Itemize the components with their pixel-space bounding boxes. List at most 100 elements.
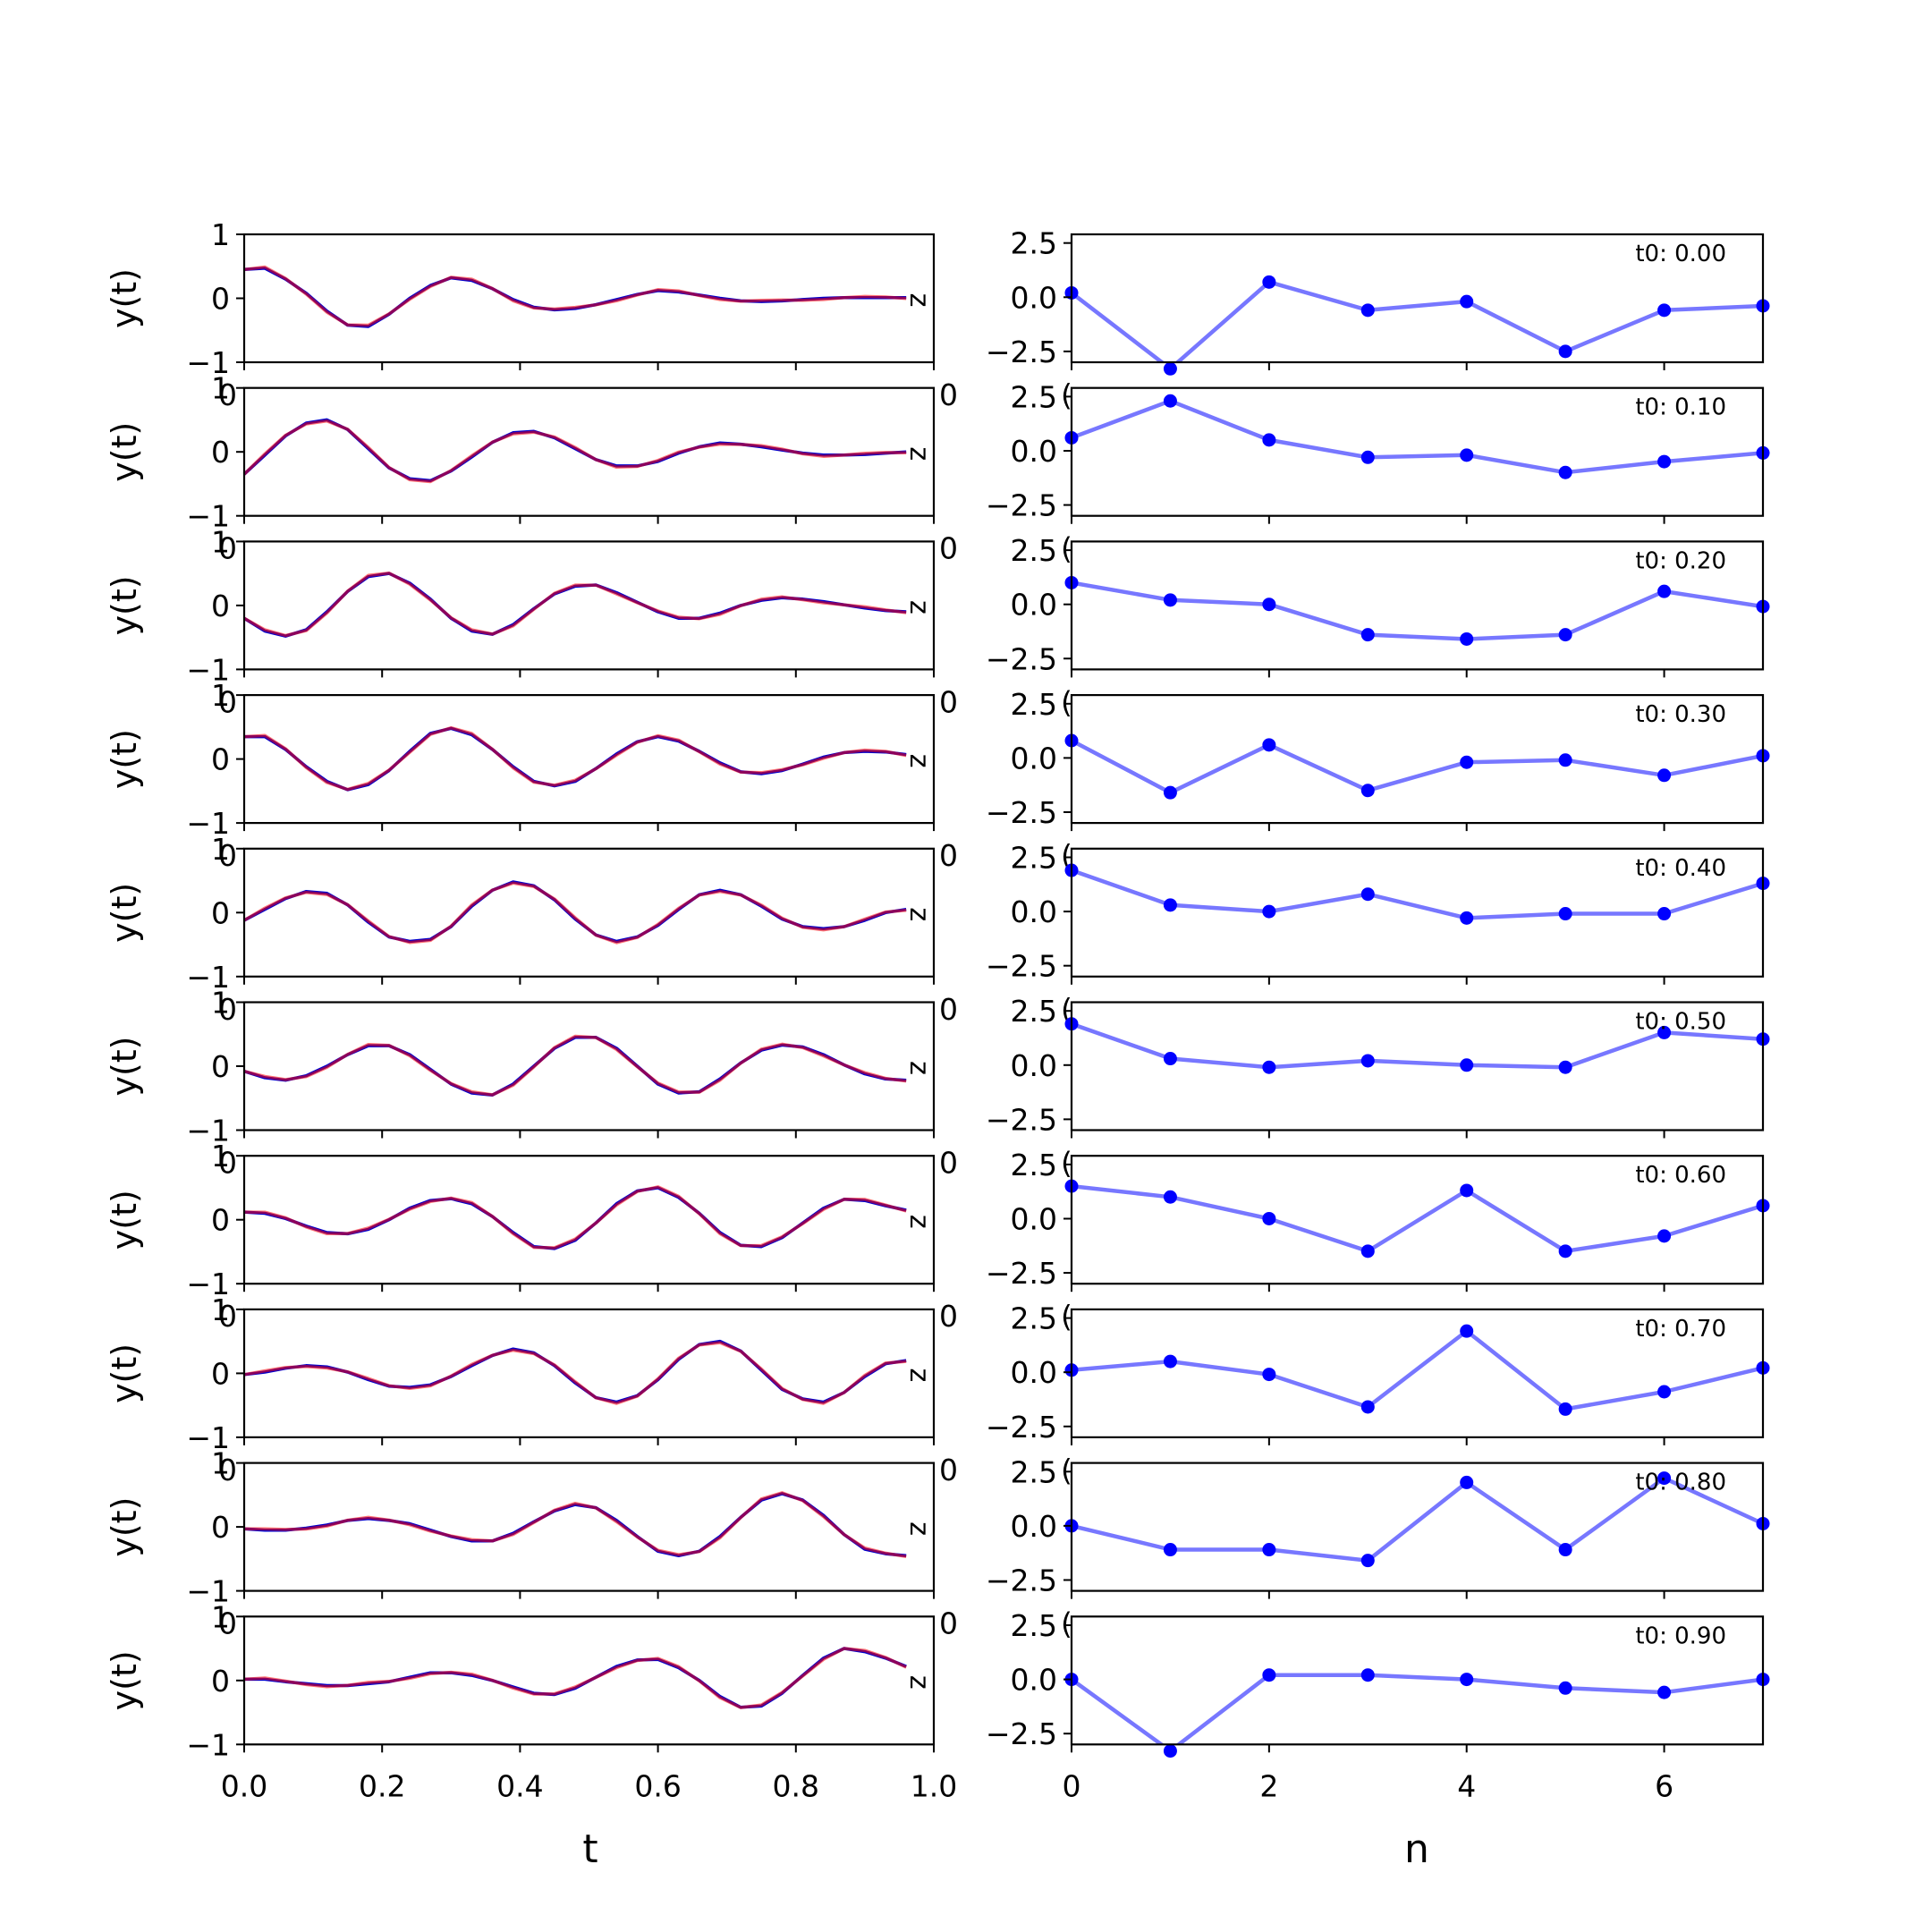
y-tick-label: −1 xyxy=(186,499,230,534)
series-line xyxy=(1072,1328,1763,1411)
overlap-tick-fragment: 0 xyxy=(939,1453,958,1487)
data-point xyxy=(1262,1211,1276,1225)
data-point xyxy=(1657,1025,1672,1039)
y-tick-label: 2.5 xyxy=(1011,1608,1057,1643)
data-point xyxy=(1360,784,1375,798)
panel-annotation: t0: 0.50 xyxy=(1635,1009,1726,1036)
y-tick-label: −1 xyxy=(186,1727,230,1762)
data-point xyxy=(1460,1673,1474,1687)
data-point xyxy=(1262,904,1276,919)
series-line xyxy=(1072,739,1763,795)
series-line-blue xyxy=(243,1036,907,1097)
y-axis-label: y(t) xyxy=(105,1343,144,1403)
series-line-red xyxy=(243,1491,907,1559)
series-line-red xyxy=(243,1341,907,1405)
y-tick-label: 2.5 xyxy=(1011,994,1057,1029)
panel-frame xyxy=(1070,1462,1765,1592)
data-point xyxy=(1163,593,1177,607)
data-point xyxy=(1558,628,1572,642)
y-tick-label: 0 xyxy=(211,435,230,470)
series-line xyxy=(1072,398,1763,475)
y-tick-label: 2.5 xyxy=(1011,1301,1057,1336)
y-axis-label: y(t) xyxy=(105,1190,144,1250)
y-axis-label: y(t) xyxy=(105,1036,144,1096)
data-point xyxy=(1460,631,1474,646)
panel-annotation: t0: 0.70 xyxy=(1635,1316,1726,1343)
y-tick-label: 0 xyxy=(211,282,230,317)
data-point xyxy=(1460,1475,1474,1489)
overlap-tick-fragment: 0 xyxy=(218,992,237,1027)
data-point xyxy=(1558,344,1572,359)
y-tick-label: 0 xyxy=(211,1510,230,1545)
series-line xyxy=(1072,1476,1763,1563)
panel-frame xyxy=(1070,1155,1765,1285)
overlap-label-fragment: z xyxy=(903,907,935,921)
right-panel-5: 2.5 0.0 −2.5 t0: 0.50 ( xyxy=(986,994,1770,1181)
overlap-tick-fragment: ( xyxy=(1061,684,1072,719)
overlap-tick-fragment: ( xyxy=(1061,1606,1072,1641)
overlap-tick-fragment: 0 xyxy=(939,838,958,873)
series-group xyxy=(1072,1183,1763,1254)
y-tick-label: 0 xyxy=(211,589,230,623)
y-tick-label: 2.5 xyxy=(1011,1148,1057,1182)
y-tick-label: 1 xyxy=(211,986,230,1021)
y-tick-label: −2.5 xyxy=(986,795,1057,830)
data-point xyxy=(1163,1543,1177,1557)
right-panel-6: 2.5 0.0 −2.5 t0: 0.60 ( xyxy=(986,1148,1770,1334)
y-tick-label: 2.5 xyxy=(1011,533,1057,568)
data-point xyxy=(1558,753,1572,767)
data-point xyxy=(1262,275,1276,289)
series-line-blue xyxy=(243,880,907,944)
y-axis-label: y(t) xyxy=(105,268,144,328)
y-tick-label: −2.5 xyxy=(986,335,1057,369)
right-column-panels: 2.5 0.0 −2.5 t0: 0.00 (2.5 0.0 −2.5 t0: 0.10 (2.… xyxy=(986,226,1770,1803)
data-point xyxy=(1163,394,1177,408)
panel-frame xyxy=(242,1462,936,1592)
y-tick-label: 0 xyxy=(211,1203,230,1238)
data-point xyxy=(1460,911,1474,925)
series-group xyxy=(1072,1021,1763,1070)
y-tick-label: 0.0 xyxy=(1011,434,1057,469)
overlap-tick-fragment: 0 xyxy=(939,1146,958,1181)
overlap-tick-fragment: 0 xyxy=(939,531,958,566)
panel-annotation: t0: 0.90 xyxy=(1635,1623,1726,1649)
series-group xyxy=(1072,739,1763,795)
y-tick-label: 0.0 xyxy=(1011,741,1057,775)
data-point xyxy=(1262,1543,1276,1557)
overlap-tick-fragment: 0 xyxy=(218,684,237,719)
data-point xyxy=(1657,907,1672,921)
y-tick-label: 0 xyxy=(211,1664,230,1699)
data-point xyxy=(1657,584,1672,598)
data-point xyxy=(1360,1244,1375,1258)
series-line-red xyxy=(243,265,907,327)
y-tick-label: 0.0 xyxy=(1011,1355,1057,1390)
x-tick-label: 1.0 xyxy=(911,1768,957,1803)
series-group xyxy=(1072,398,1763,475)
overlap-tick-fragment: 0 xyxy=(939,992,958,1027)
panel-frame xyxy=(242,1155,936,1285)
data-point xyxy=(1163,1190,1177,1204)
y-tick-label: 1 xyxy=(211,1446,230,1481)
panel-frame xyxy=(242,847,936,978)
data-point xyxy=(1262,1060,1276,1074)
data-point xyxy=(1657,1385,1672,1399)
data-point xyxy=(1163,1052,1177,1066)
data-point xyxy=(1558,465,1572,479)
panel-annotation: t0: 0.20 xyxy=(1635,547,1726,574)
series-line-red xyxy=(242,419,907,484)
y-tick-label: −1 xyxy=(186,1114,230,1148)
right-panel-0: 2.5 0.0 −2.5 t0: 0.00 ( xyxy=(986,226,1770,412)
overlap-label-fragment: z xyxy=(903,1215,935,1229)
series-group xyxy=(1072,280,1763,362)
series-line xyxy=(1072,280,1763,362)
data-point xyxy=(1460,294,1474,309)
y-tick-label: 2.5 xyxy=(1011,840,1057,875)
series-line xyxy=(1072,580,1763,641)
data-point xyxy=(1262,738,1276,752)
y-tick-label: −2.5 xyxy=(986,641,1057,676)
data-point xyxy=(1262,597,1276,612)
